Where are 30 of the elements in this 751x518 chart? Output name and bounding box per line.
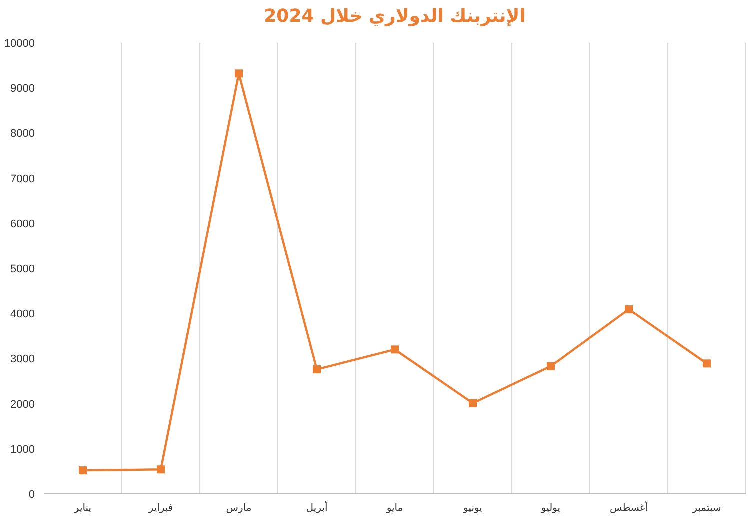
point <box>625 306 633 314</box>
y-tick-label: 0 <box>28 489 35 501</box>
x-tick-label: مايو <box>386 503 404 514</box>
x-tick-label: يونيو <box>462 503 483 514</box>
y-tick-label: 1000 <box>10 444 35 456</box>
x-tick-label: فبراير <box>148 503 174 514</box>
y-tick-label: 4000 <box>10 308 35 321</box>
y-tick-label: 7000 <box>10 173 35 186</box>
point <box>391 346 399 354</box>
x-tick-label: أبريل <box>306 501 328 514</box>
x-tick-label: سبتمبر <box>692 503 722 514</box>
y-tick-label: 10000 <box>4 38 35 50</box>
point <box>703 360 711 368</box>
y-tick-label: 5000 <box>10 264 35 276</box>
y-tick-label: 8000 <box>10 128 35 140</box>
y-tick-label: 6000 <box>10 218 35 230</box>
x-tick-label: يناير <box>73 503 92 514</box>
y-tick-label: 2000 <box>10 398 35 411</box>
x-tick-label: يوليو <box>540 503 561 514</box>
point <box>313 366 321 374</box>
point <box>157 466 165 474</box>
x-tick-label: مارس <box>226 503 252 514</box>
chart-title: الإنتربنك الدولاري خلال 2024 <box>264 6 526 27</box>
point <box>235 70 243 78</box>
point <box>547 362 555 370</box>
x-tick-label: أغسطس <box>610 501 648 514</box>
point <box>79 466 87 475</box>
point <box>469 399 477 408</box>
y-tick-label: 9000 <box>10 83 35 96</box>
y-tick-label: 3000 <box>10 354 35 366</box>
